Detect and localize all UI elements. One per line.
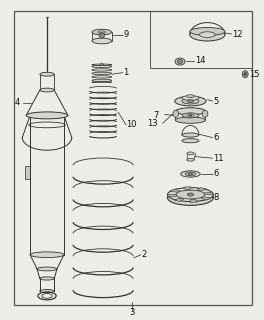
Ellipse shape bbox=[37, 267, 57, 271]
Text: 4: 4 bbox=[15, 98, 20, 107]
Ellipse shape bbox=[92, 69, 112, 71]
Text: 7: 7 bbox=[154, 111, 159, 120]
Ellipse shape bbox=[175, 58, 185, 65]
Ellipse shape bbox=[188, 173, 192, 175]
Ellipse shape bbox=[202, 110, 208, 117]
Polygon shape bbox=[174, 198, 184, 202]
Ellipse shape bbox=[92, 64, 112, 65]
Text: 14: 14 bbox=[195, 56, 206, 65]
Ellipse shape bbox=[187, 95, 194, 98]
Ellipse shape bbox=[92, 38, 112, 44]
Polygon shape bbox=[25, 166, 30, 179]
Ellipse shape bbox=[176, 117, 205, 123]
Text: 6: 6 bbox=[213, 133, 219, 142]
Ellipse shape bbox=[40, 277, 54, 280]
Text: 9: 9 bbox=[123, 30, 129, 39]
Ellipse shape bbox=[92, 72, 112, 75]
Ellipse shape bbox=[182, 98, 199, 104]
Ellipse shape bbox=[200, 32, 215, 37]
Ellipse shape bbox=[40, 88, 54, 92]
Ellipse shape bbox=[181, 171, 200, 177]
Polygon shape bbox=[201, 197, 211, 200]
Ellipse shape bbox=[100, 64, 104, 66]
Ellipse shape bbox=[177, 60, 183, 64]
Polygon shape bbox=[197, 188, 207, 191]
Ellipse shape bbox=[92, 76, 112, 78]
Text: 2: 2 bbox=[142, 250, 147, 259]
Ellipse shape bbox=[187, 100, 194, 103]
Ellipse shape bbox=[182, 139, 199, 143]
Ellipse shape bbox=[167, 188, 213, 202]
Text: 11: 11 bbox=[213, 154, 224, 163]
Ellipse shape bbox=[176, 108, 205, 115]
Ellipse shape bbox=[187, 193, 194, 196]
Text: 15: 15 bbox=[249, 70, 260, 79]
Text: 6: 6 bbox=[213, 170, 219, 179]
Ellipse shape bbox=[190, 28, 225, 36]
Ellipse shape bbox=[189, 115, 192, 116]
Ellipse shape bbox=[190, 28, 225, 41]
Ellipse shape bbox=[242, 71, 248, 78]
Ellipse shape bbox=[182, 113, 199, 118]
Ellipse shape bbox=[167, 190, 213, 205]
Ellipse shape bbox=[185, 172, 196, 176]
Text: 1: 1 bbox=[123, 68, 129, 77]
Ellipse shape bbox=[173, 110, 179, 117]
Text: 5: 5 bbox=[213, 97, 219, 106]
Ellipse shape bbox=[92, 65, 112, 68]
Ellipse shape bbox=[92, 79, 112, 82]
Ellipse shape bbox=[26, 112, 68, 119]
Ellipse shape bbox=[92, 29, 112, 35]
Ellipse shape bbox=[182, 133, 199, 137]
Polygon shape bbox=[204, 192, 213, 195]
Text: 12: 12 bbox=[232, 30, 243, 39]
Ellipse shape bbox=[187, 114, 194, 117]
Polygon shape bbox=[170, 189, 180, 192]
Ellipse shape bbox=[176, 190, 205, 199]
Ellipse shape bbox=[92, 82, 112, 83]
Ellipse shape bbox=[30, 252, 64, 258]
Ellipse shape bbox=[182, 96, 199, 100]
Ellipse shape bbox=[187, 152, 194, 155]
Polygon shape bbox=[190, 199, 197, 202]
Text: 8: 8 bbox=[213, 193, 219, 202]
Ellipse shape bbox=[40, 72, 54, 76]
Ellipse shape bbox=[40, 290, 54, 293]
Ellipse shape bbox=[187, 158, 194, 161]
Polygon shape bbox=[183, 187, 190, 190]
Polygon shape bbox=[167, 195, 177, 197]
Ellipse shape bbox=[244, 72, 247, 76]
Ellipse shape bbox=[99, 32, 105, 38]
Text: 13: 13 bbox=[147, 119, 158, 128]
Text: 10: 10 bbox=[126, 120, 137, 129]
Ellipse shape bbox=[175, 96, 206, 106]
Text: 3: 3 bbox=[129, 308, 134, 317]
